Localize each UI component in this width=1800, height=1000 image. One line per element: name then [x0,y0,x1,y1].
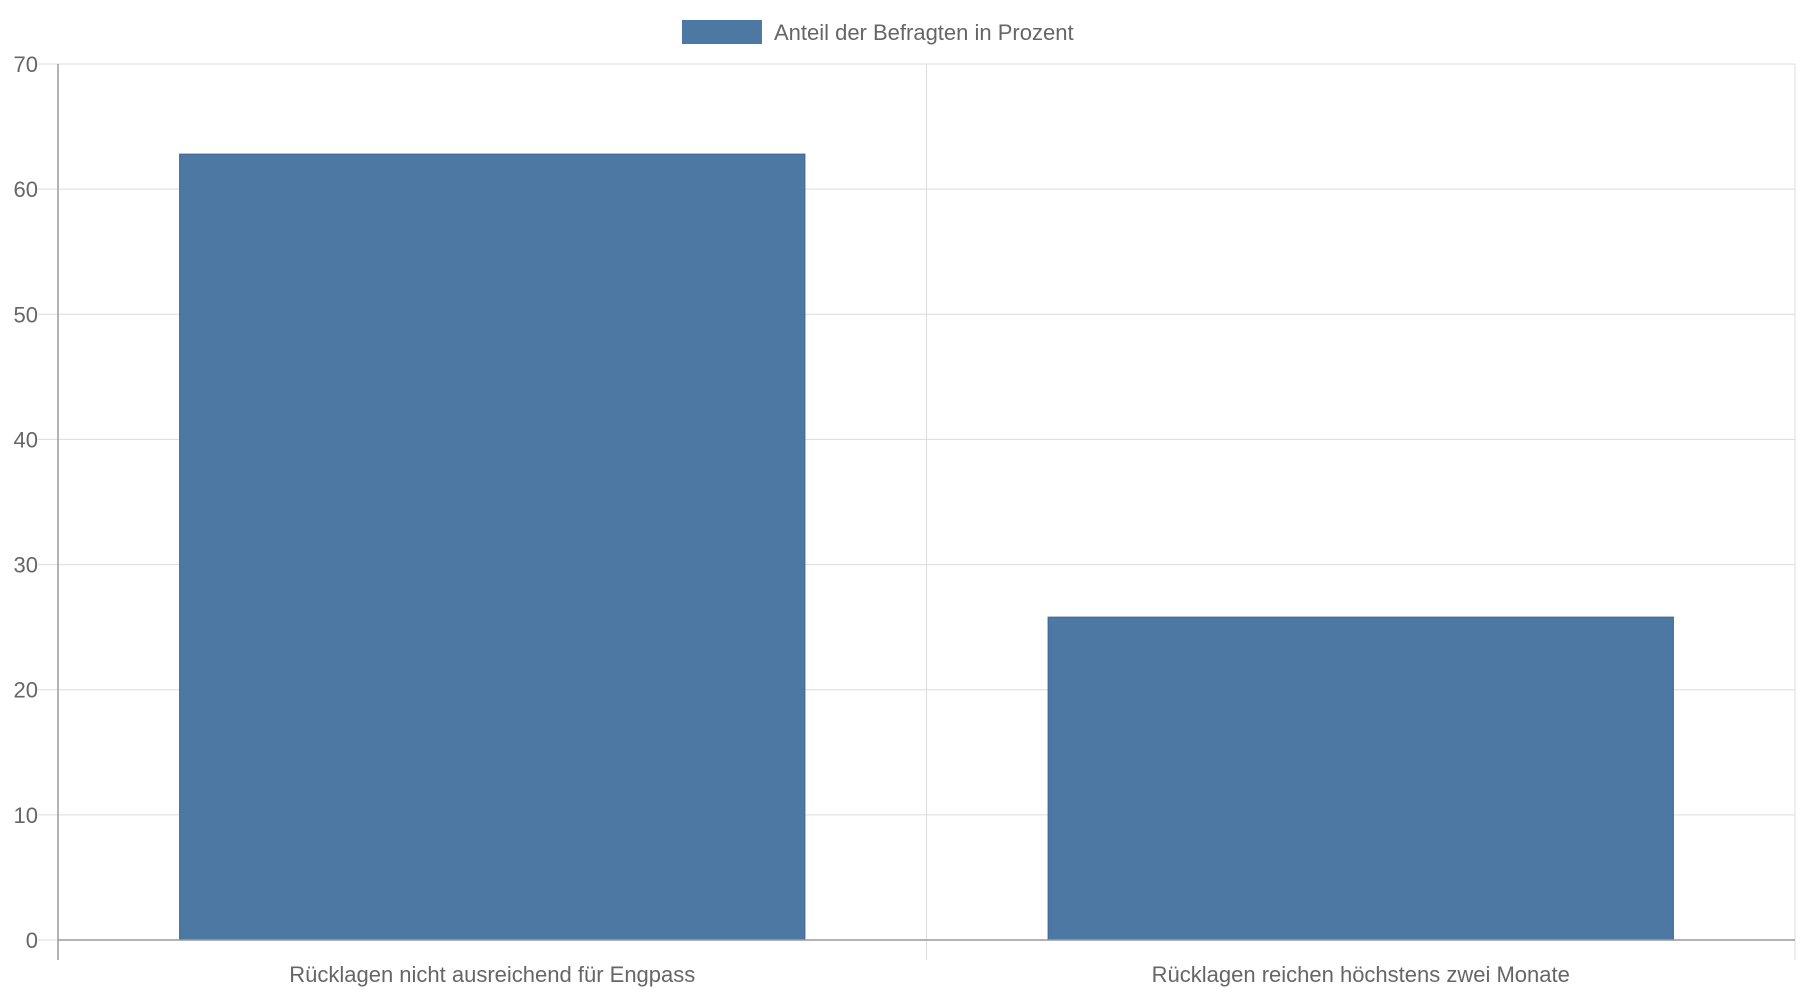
y-tick-label: 60 [14,177,38,202]
bar [1047,616,1674,941]
x-category-label: Rücklagen nicht ausreichend für Engpass [289,962,695,987]
y-tick-label: 10 [14,803,38,828]
bar [179,153,806,941]
y-tick-label: 20 [14,678,38,703]
y-tick-label: 40 [14,427,38,452]
legend: Anteil der Befragten in Prozent [681,20,1074,45]
y-tick-label: 50 [14,302,38,327]
x-category-labels: Rücklagen nicht ausreichend für Engpass R… [289,962,1570,987]
legend-label[interactable]: Anteil der Befragten in Prozent [774,20,1074,45]
bars [179,153,1674,941]
y-tick-labels: 0 10 20 30 40 50 60 70 [14,52,38,953]
legend-swatch[interactable] [681,20,762,44]
y-tick-label: 70 [14,52,38,77]
y-tick-label: 30 [14,553,38,578]
y-tick-label: 0 [26,928,38,953]
axes [57,64,1795,960]
x-category-label: Rücklagen reichen höchstens zwei Monate [1152,962,1570,987]
